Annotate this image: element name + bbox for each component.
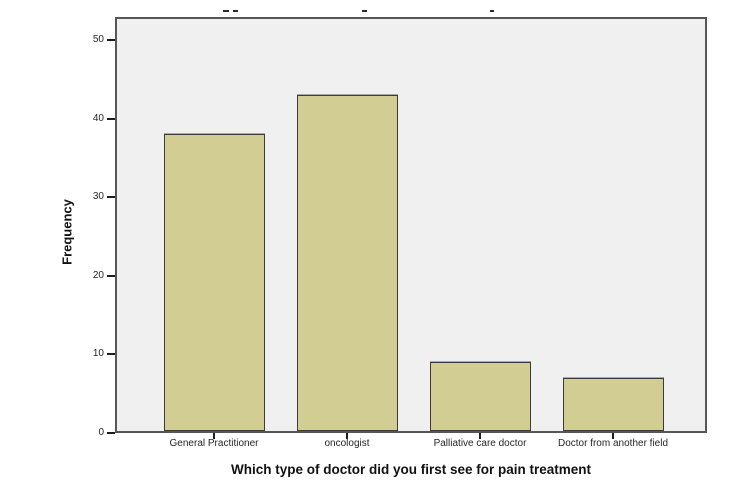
bar [429, 362, 531, 431]
y-tick-mark [107, 39, 115, 41]
y-tick-mark [107, 353, 115, 356]
y-tick-label: 0 [98, 427, 104, 438]
x-axis-title: Which type of doctor did you first see f… [230, 462, 592, 477]
category-label: Doctor from another field [557, 438, 669, 449]
category-label: oncologist [324, 438, 370, 449]
clipped-title-fragment [223, 10, 229, 12]
bar [562, 378, 664, 431]
y-tick-label: 40 [92, 112, 104, 124]
x-tick-mark [346, 433, 348, 439]
y-tick-label: 20 [92, 269, 104, 281]
bar [296, 95, 398, 431]
y-tick-mark [107, 196, 115, 199]
category-label: Palliative care doctor [433, 438, 527, 449]
y-tick-label: 50 [92, 34, 104, 45]
x-tick-mark [612, 433, 614, 439]
y-tick-mark [107, 117, 115, 120]
category-label: General Practitioner [169, 438, 259, 449]
clipped-title-fragment [490, 10, 494, 12]
y-tick-mark [107, 432, 115, 434]
clipped-title-fragment [233, 10, 238, 12]
clipped-title-fragment [362, 10, 367, 12]
x-tick-mark [213, 433, 215, 439]
bar [163, 134, 265, 431]
y-axis-title: Frequency [59, 199, 75, 265]
y-tick-label: 10 [92, 348, 104, 360]
y-tick-label: 30 [92, 191, 104, 203]
x-tick-mark [479, 433, 481, 439]
y-tick-mark [107, 274, 115, 277]
